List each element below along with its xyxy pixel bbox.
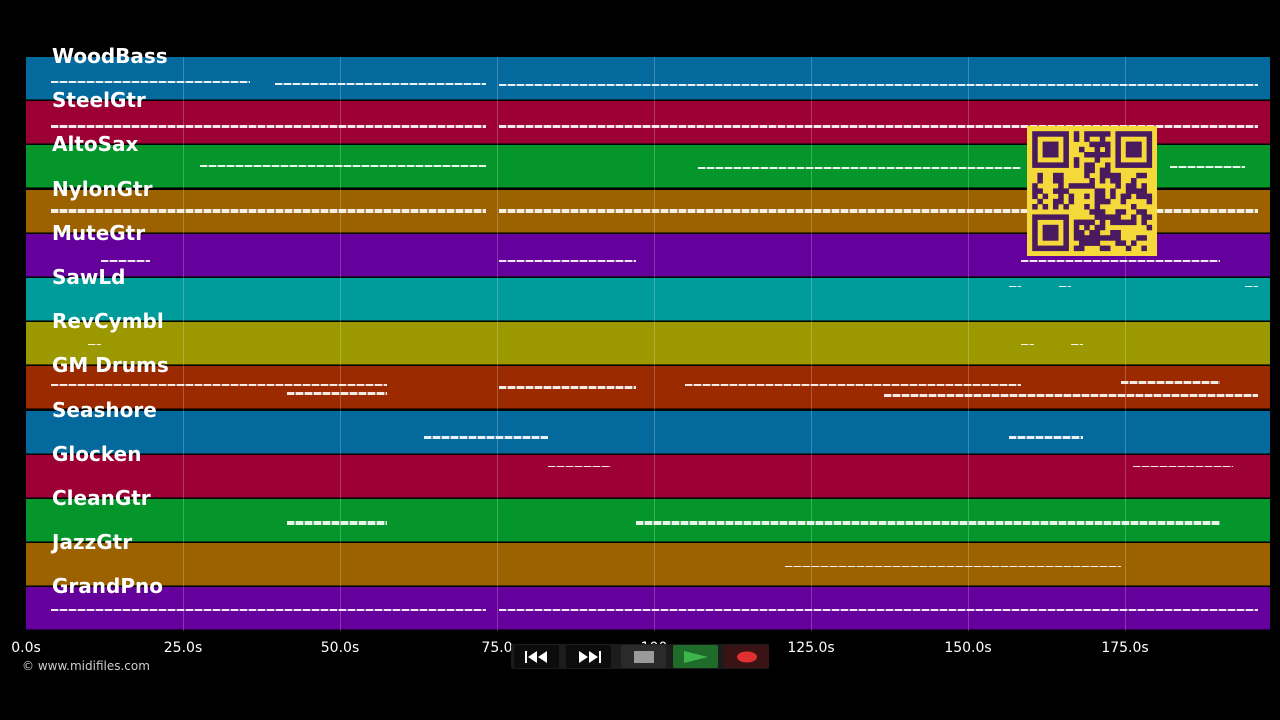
- note-cluster: [1058, 285, 1071, 288]
- track-lane: [26, 587, 1270, 631]
- note-cluster: [1245, 285, 1258, 288]
- stop-icon: [633, 650, 654, 663]
- track-label: SteelGtr: [52, 88, 146, 113]
- note-cluster: [498, 385, 636, 390]
- note-cluster: [88, 343, 101, 346]
- track-lane: [26, 322, 1270, 366]
- note-cluster: [784, 565, 1121, 568]
- note-cluster: [685, 383, 1022, 387]
- grid-line: [183, 57, 184, 631]
- note-cluster: [498, 83, 1258, 86]
- track-label: JazzGtr: [52, 530, 133, 555]
- rewind-icon: [524, 650, 547, 663]
- track-label: GrandPno: [52, 574, 163, 599]
- note-cluster: [498, 260, 636, 263]
- track-label: Glocken: [52, 441, 142, 466]
- note-cluster: [50, 80, 250, 83]
- grid-line: [497, 57, 498, 631]
- record-icon: [736, 651, 757, 662]
- qr-code: [1027, 126, 1157, 256]
- note-cluster: [50, 383, 387, 387]
- time-tick-label: 150.0s: [944, 640, 992, 656]
- note-cluster: [1021, 343, 1034, 346]
- transport-bar: [511, 644, 769, 669]
- play-icon: [683, 650, 708, 663]
- fast-forward-icon: [578, 650, 601, 663]
- fast-forward-button[interactable]: [566, 645, 611, 668]
- track-label: CleanGtr: [52, 486, 151, 510]
- track-label: AltoSax: [52, 132, 139, 157]
- time-tick-label: 175.0s: [1101, 640, 1149, 656]
- time-tick-label: 25.0s: [163, 640, 203, 656]
- track-label: NylonGtr: [52, 176, 153, 201]
- note-cluster: [424, 436, 549, 439]
- track-lane: [26, 366, 1270, 410]
- note-cluster: [50, 208, 487, 214]
- track-lane: [26, 454, 1270, 498]
- note-cluster: [1008, 436, 1084, 439]
- track-lane: [26, 410, 1270, 454]
- play-button[interactable]: [673, 645, 718, 668]
- time-tick-label: 75.0: [481, 640, 513, 656]
- note-cluster: [274, 82, 487, 85]
- time-tick-label: 125.0s: [787, 640, 835, 656]
- note-cluster: [1133, 465, 1233, 468]
- track-lane: [26, 543, 1270, 587]
- track-lane: [26, 57, 1270, 100]
- stop-button[interactable]: [621, 645, 666, 668]
- track-lane: [26, 499, 1270, 542]
- time-tick-label: 0.0s: [11, 640, 41, 656]
- note-cluster: [1070, 343, 1084, 346]
- track-label: MuteGtr: [52, 220, 146, 245]
- grid-line: [1125, 57, 1126, 631]
- track-label: SawLd: [52, 265, 126, 289]
- note-cluster: [200, 164, 487, 167]
- note-cluster: [548, 465, 611, 468]
- note-cluster: [697, 166, 1022, 170]
- grid-line: [811, 57, 812, 631]
- grid-line: [654, 57, 655, 631]
- note-cluster: [287, 520, 387, 525]
- copyright-text: © www.midifiles.com: [22, 659, 150, 673]
- note-cluster: [50, 124, 487, 128]
- note-cluster: [100, 260, 151, 263]
- note-cluster: [498, 208, 1258, 214]
- track-label: WoodBass: [52, 44, 168, 68]
- track-label: GM Drums: [52, 353, 169, 378]
- note-cluster: [884, 394, 1258, 397]
- note-cluster: [498, 124, 1258, 128]
- track-lane: [26, 278, 1270, 321]
- grid-line: [340, 57, 341, 631]
- track-label: RevCymbl: [52, 309, 164, 334]
- record-button[interactable]: [724, 645, 769, 668]
- track-label: Seashore: [52, 397, 157, 422]
- note-cluster: [50, 608, 487, 612]
- note-cluster: [287, 392, 387, 395]
- note-cluster: [1120, 381, 1221, 385]
- time-tick-label: 50.0s: [320, 640, 360, 656]
- grid-line: [968, 57, 969, 631]
- note-cluster: [498, 608, 1258, 612]
- note-cluster: [1170, 166, 1246, 169]
- note-cluster: [1021, 260, 1221, 263]
- rewind-button[interactable]: [514, 645, 559, 668]
- note-cluster: [1008, 285, 1022, 288]
- note-cluster: [635, 520, 1221, 525]
